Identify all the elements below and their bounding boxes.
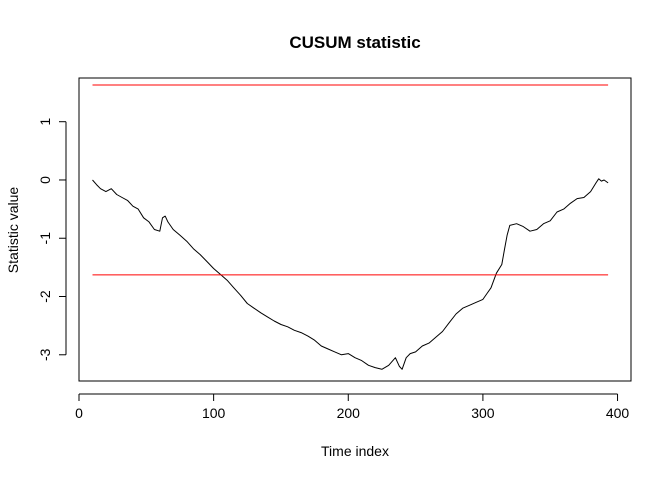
chart-title: CUSUM statistic xyxy=(289,33,420,52)
y-tick-label: -1 xyxy=(37,232,53,245)
statistic-line xyxy=(92,178,609,370)
x-tick-label: 300 xyxy=(471,405,495,421)
y-axis-label: Statistic value xyxy=(5,187,21,274)
x-axis-label: Time index xyxy=(321,443,389,459)
y-tick-label: -2 xyxy=(37,290,53,303)
x-tick-label: 100 xyxy=(202,405,226,421)
plot-area-border xyxy=(78,77,632,382)
x-tick-label: 0 xyxy=(75,405,83,421)
y-tick-label: 1 xyxy=(37,118,53,126)
y-tick-label: -3 xyxy=(37,348,53,361)
x-tick-label: 200 xyxy=(337,405,361,421)
series-layer xyxy=(92,84,609,370)
y-tick-label: 0 xyxy=(37,176,53,184)
y-axis: -3 -2 -1 0 1 xyxy=(37,118,67,361)
x-tick-label: 400 xyxy=(606,405,630,421)
x-axis: 0 100 200 300 400 xyxy=(75,393,630,421)
